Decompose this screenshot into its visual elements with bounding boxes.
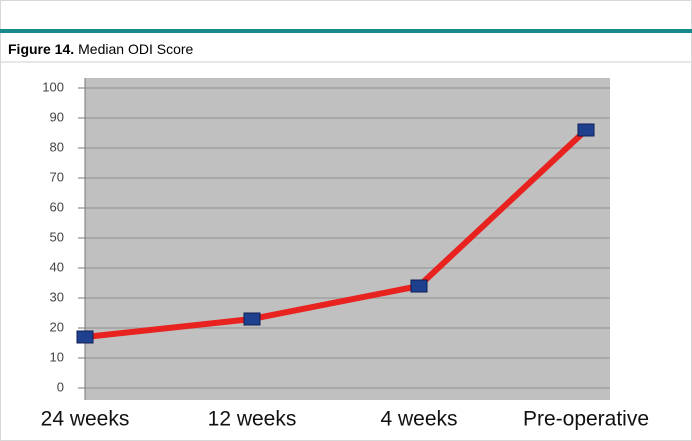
series-line — [84, 127, 589, 340]
y-tick-label: 90 — [50, 109, 64, 124]
x-tick-label: 12 weeks — [208, 408, 297, 431]
y-tick-label: 50 — [50, 229, 64, 244]
y-tick-label: 30 — [50, 289, 64, 304]
y-tick-label: 100 — [42, 79, 64, 94]
marker — [76, 330, 94, 344]
chart-title: Median ODI Score — [78, 41, 193, 57]
x-tick-label: 24 weeks — [41, 408, 130, 431]
y-tick-label: 20 — [50, 319, 64, 334]
caption: Figure 14. Median ODI Score — [8, 41, 194, 57]
y-tick-label: 0 — [57, 379, 64, 394]
y-tick-label: 60 — [50, 199, 64, 214]
top-rule — [0, 29, 692, 33]
marker — [243, 312, 261, 326]
y-tick-label: 40 — [50, 259, 64, 274]
y-tick-label: 80 — [50, 139, 64, 154]
marker — [410, 279, 428, 293]
x-tick-label: 4 weeks — [380, 408, 457, 431]
marker — [577, 123, 595, 137]
x-tick-label: Pre-operative — [523, 408, 649, 431]
figure-label: Figure 14. — [8, 41, 74, 57]
y-tick-label: 10 — [50, 349, 64, 364]
y-tick-label: 70 — [50, 169, 64, 184]
